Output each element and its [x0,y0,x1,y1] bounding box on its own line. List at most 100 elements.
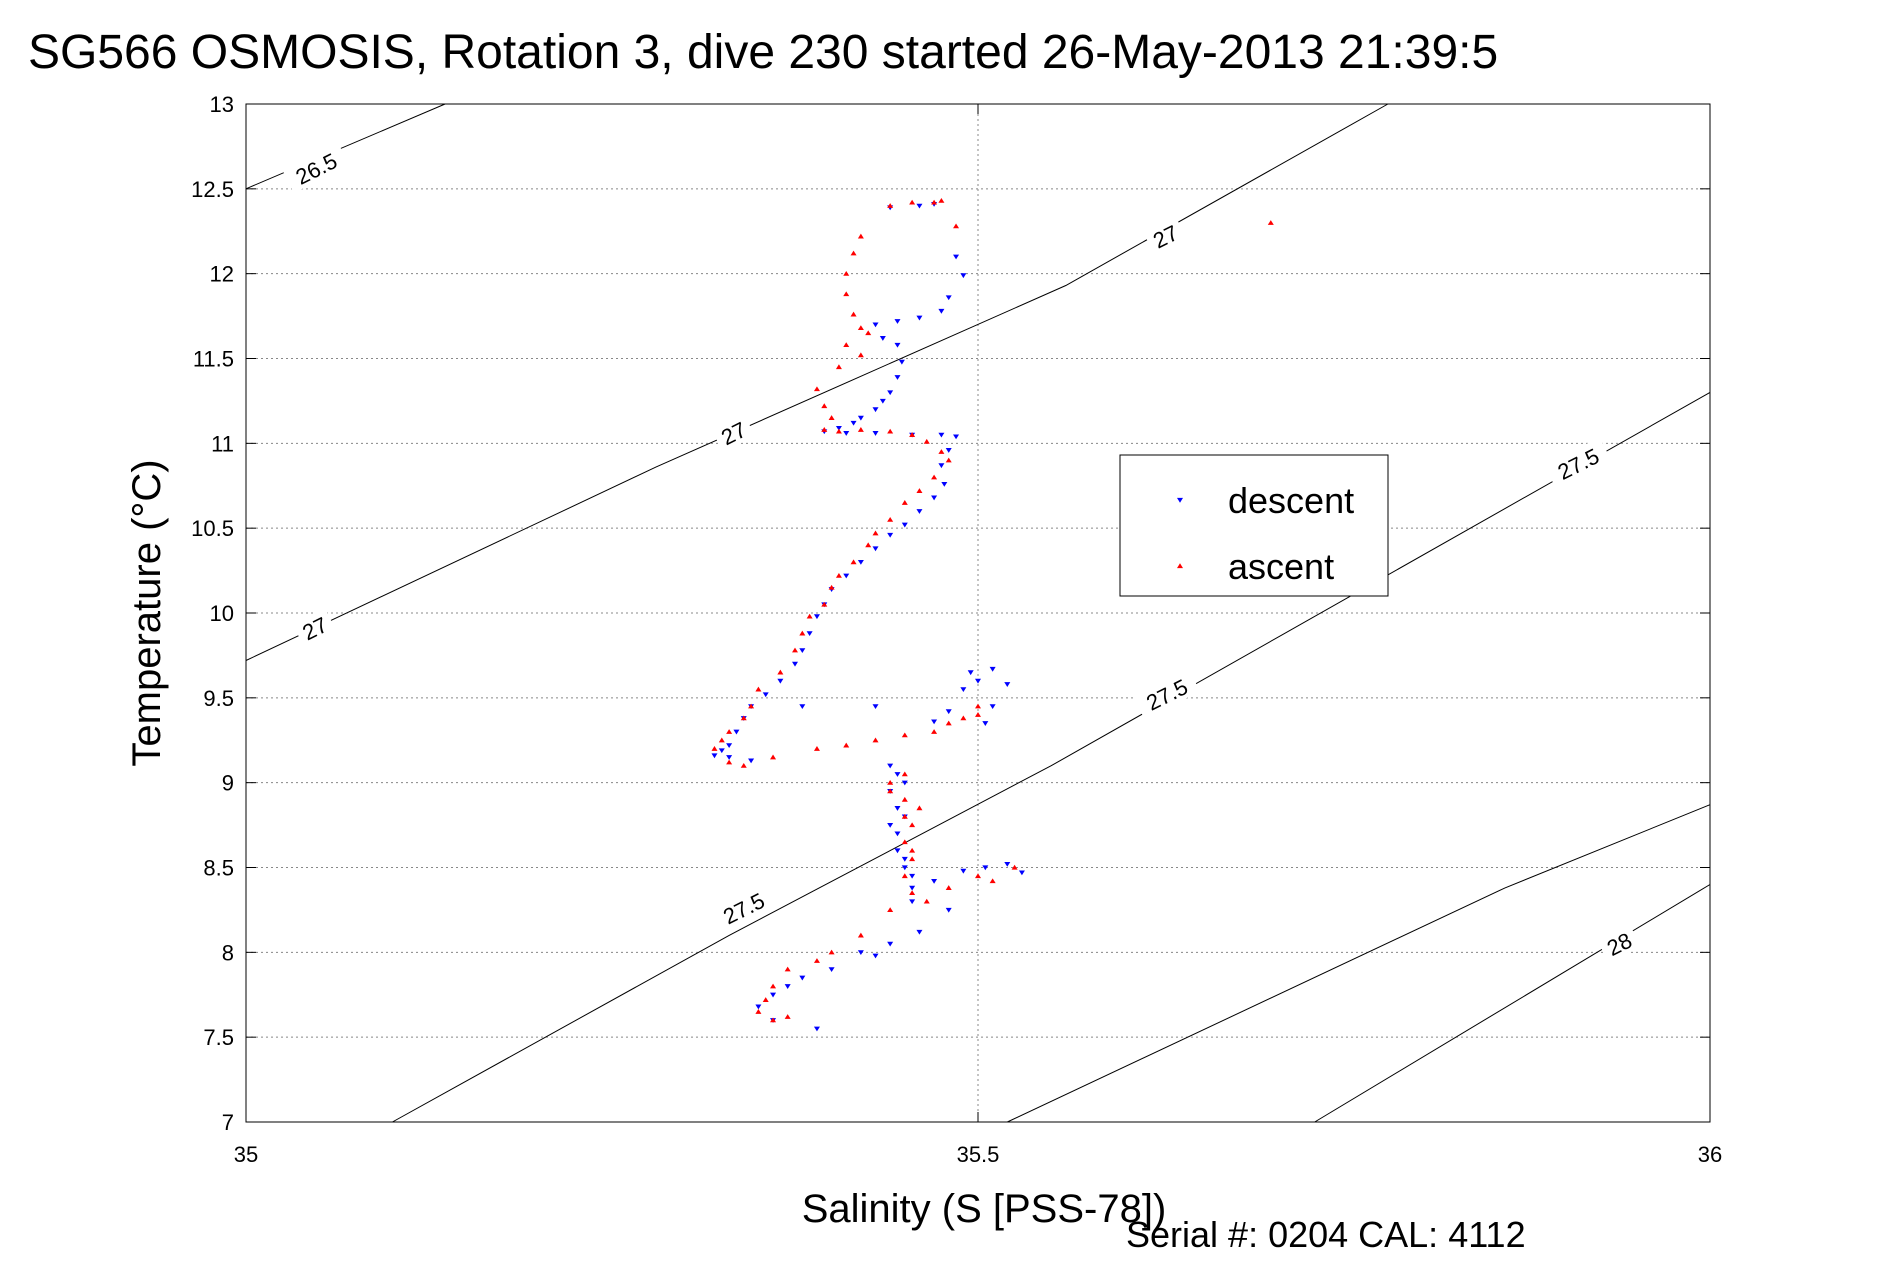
descent-point [975,678,981,684]
ascent-point [901,732,908,738]
y-tick-label: 9 [222,771,234,796]
descent-point [1004,862,1011,867]
ascent-point [718,737,725,743]
ascent-point [821,403,828,409]
ascent-point [770,754,777,760]
descent-point [813,614,820,620]
x-tick-label: 36 [1698,1142,1722,1167]
ascent-point [821,601,828,607]
descent-point [909,885,916,891]
y-tick-label: 11 [211,431,234,456]
descent-point [894,772,901,777]
ascent-point [923,438,930,444]
descent-point [989,704,996,710]
descent-point [726,755,733,760]
ascent-point [792,647,798,653]
ascent-point [931,199,938,205]
descent-point [857,415,864,421]
descent-point [960,868,967,874]
chart-title: SG566 OSMOSIS, Rotation 3, dive 230 star… [28,26,1498,79]
ascent-point [901,839,908,845]
descent-point [909,873,916,879]
descent-point [813,1026,820,1032]
ascent-point [916,805,923,811]
ascent-point [726,759,733,765]
descent-point [850,420,857,426]
density-contour-line [1314,884,1711,1123]
descent-point [916,929,923,935]
ascent-point [909,890,916,896]
ascent-point [901,873,908,879]
ascent-point [843,342,850,348]
ascent-point [901,813,908,819]
ascent-point [850,559,857,565]
descent-point [901,865,908,871]
descent-point [770,992,777,998]
descent-point [799,704,806,710]
descent-point [953,434,960,440]
legend-label-ascent: ascent [1228,546,1334,587]
descent-point [762,692,769,698]
ascent-point [857,352,864,358]
ascent-point [909,847,916,853]
descent-point [887,941,894,947]
ascent-point [850,250,857,256]
grid-lines [246,104,1710,1122]
ascent-point [960,715,967,721]
descent-point [879,398,886,404]
descent-point [901,780,908,786]
descent-point [916,203,923,209]
legend-marker-descent [1177,497,1183,503]
descent-point [887,822,894,828]
descent-point [828,967,835,972]
ascent-point [865,542,872,548]
descent-point [872,953,879,959]
ascent-point [755,686,762,692]
ascent-point [828,949,835,955]
descent-point [989,666,996,672]
descent-point [901,856,908,862]
descent-point [879,336,886,341]
descent-point [945,709,952,715]
ascent-point [945,720,952,726]
ascent-point [909,856,916,862]
descent-point [901,522,908,528]
descent-point [982,721,989,726]
y-tick-label: 12 [210,262,234,287]
ascent-point [806,613,813,619]
ascent-point [975,873,981,879]
legend-descent-marker-shape [1177,497,1183,503]
descent-point [909,899,916,905]
ascent-point [887,516,894,522]
descent-point [887,532,894,538]
ascent-point [938,198,945,203]
y-tick-label: 12.5 [191,177,234,202]
descent-point [945,295,952,301]
descent-point [887,390,894,396]
ascent-point [901,771,908,777]
ascent-point [843,291,850,297]
descent-point [711,753,718,759]
ascent-point [835,572,842,578]
descent-point [1018,870,1025,876]
descent-point [1004,682,1011,687]
ascent-point [923,898,930,904]
y-tick-label: 8.5 [203,856,234,881]
ascent-point [813,386,820,392]
ascent-point [975,712,981,717]
descent-point [894,342,901,348]
descent-point [894,319,901,324]
descent-point [982,865,989,871]
ascent-point [857,932,864,938]
descent-point [872,546,879,552]
descent-point [718,748,725,754]
ascent-point [813,746,820,751]
descent-point [726,743,733,749]
ascent-point [799,630,806,636]
descent-point [898,359,905,365]
descent-point [843,431,850,436]
descent-point [931,878,938,884]
density-label-bg [1544,437,1612,489]
descent-point [857,560,864,565]
